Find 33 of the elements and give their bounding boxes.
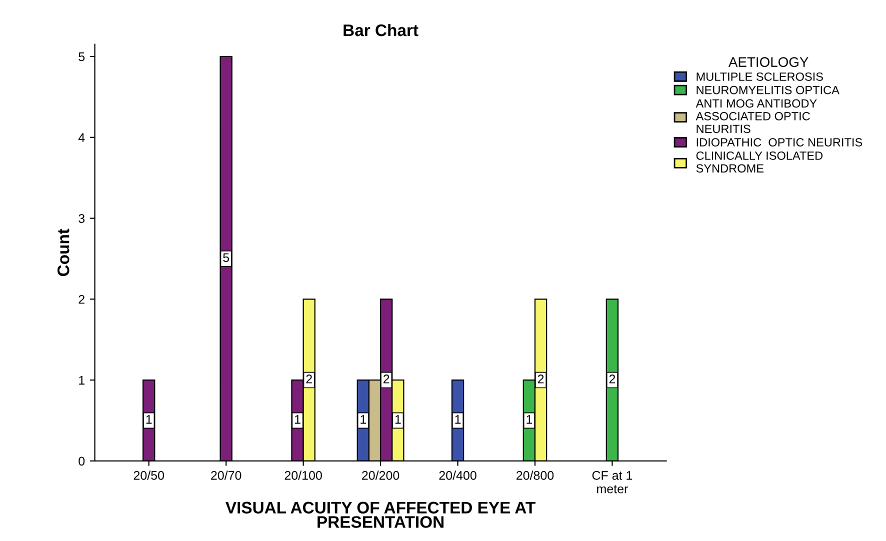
legend-title: AETIOLOGY [728, 57, 808, 67]
data-label: 5 [223, 253, 230, 262]
y-tick-label: 3 [78, 214, 85, 223]
data-label: 2 [306, 374, 312, 384]
chart-title: Bar Chart [344, 24, 418, 36]
y-tick-label: 1 [79, 376, 84, 385]
legend-label: CLINICALLY ISOLATED SYNDROME [696, 151, 823, 173]
data-label: 1 [526, 415, 532, 424]
data-label: 1 [294, 415, 300, 424]
x-axis-title: VISUAL ACUITY OF AFFECTED EYE AT PRESENTATION [226, 502, 536, 528]
y-tick-label: 0 [78, 456, 85, 466]
y-axis-title: Count [57, 228, 70, 276]
data-label: 1 [360, 415, 366, 424]
y-tick-label: 5 [78, 52, 85, 62]
x-tick-label: 20/70 [211, 470, 242, 480]
data-label: 1 [146, 415, 152, 424]
x-tick-label: 20/800 [516, 470, 554, 480]
data-label: 2 [538, 374, 544, 384]
y-tick-label: 2 [78, 294, 84, 304]
legend-label: ANTI MOG ANTIBODY ASSOCIATED OPTIC NEURITIS [696, 99, 817, 134]
legend-label: NEUROMYELITIS OPTICA [696, 86, 840, 94]
y-tick-label: 4 [78, 133, 85, 142]
data-label: 1 [455, 415, 461, 424]
data-label: 1 [395, 415, 401, 424]
data-label: 2 [609, 374, 616, 384]
x-tick-label: 20/400 [439, 470, 476, 480]
x-tick-label: CF at 1 meter [592, 470, 632, 494]
x-tick-label: 20/200 [362, 470, 400, 480]
x-tick-label: 20/50 [134, 470, 164, 480]
x-tick-label: 20/100 [284, 470, 322, 480]
legend-label: MULTIPLE SCLEROSIS [696, 72, 823, 81]
legend-label: IDIOPATHIC OPTIC NEURITIS [696, 138, 862, 146]
data-label: 2 [383, 374, 390, 384]
